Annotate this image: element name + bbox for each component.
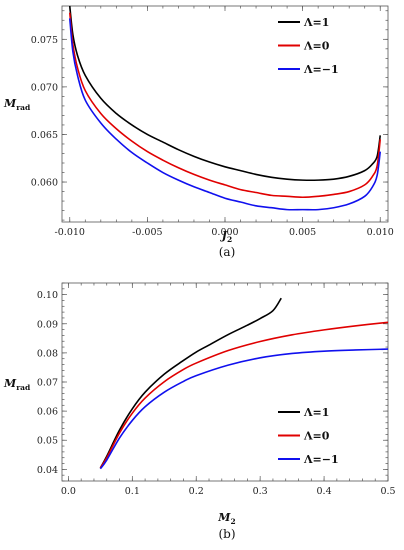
- y-tick-label: 0.05: [37, 436, 58, 447]
- x-tick-label: 0.5: [380, 486, 395, 497]
- panel-caption: (a): [219, 245, 236, 259]
- plot-frame: [61, 5, 389, 223]
- panel-a-chart: -0.010 -0.005 0.000 0.005 0.010 0.060 0.065 0.0…: [3, 5, 394, 259]
- series-line-0: [68, 5, 382, 182]
- x-axis-label-sub: 2: [230, 517, 235, 526]
- legend-label-0: Λ=1: [303, 406, 329, 419]
- legend-label-1: Λ=0: [303, 430, 330, 443]
- y-axis-label-sub: rad: [16, 383, 31, 392]
- panel-caption: (b): [218, 527, 235, 541]
- y-tick-label: 0.09: [37, 319, 58, 330]
- y-tick-label: 0.04: [37, 465, 58, 476]
- x-tick-label: 0.2: [189, 486, 204, 497]
- x-tick-label: 0.005: [289, 227, 316, 238]
- panel-b-chart: 0.0 0.1 0.2 0.3 0.4 0.5 0.04 0.05 0.06 0.07 0.08 0.…: [3, 282, 396, 541]
- x-tick-label: 0.4: [317, 486, 332, 497]
- series-line-2: [68, 18, 382, 211]
- series-line-1: [99, 321, 389, 469]
- x-tick-label: 0.000: [211, 227, 238, 238]
- legend-label-2: Λ=−1: [303, 63, 339, 76]
- y-tick-label: 0.10: [37, 290, 58, 301]
- y-tick-label: 0.08: [37, 348, 58, 359]
- y-tick-label: 0.060: [31, 178, 58, 189]
- x-tick-label: 0.1: [125, 486, 140, 497]
- y-tick-label: 0.075: [31, 35, 58, 46]
- y-tick-label: 0.065: [31, 130, 58, 141]
- legend-label-2: Λ=−1: [303, 453, 339, 466]
- y-axis-label: Mrad: [3, 377, 31, 392]
- legend-label-1: Λ=0: [303, 40, 330, 53]
- x-tick-label: -0.005: [132, 227, 162, 238]
- y-tick-label: 0.07: [37, 378, 58, 389]
- y-tick-label: 0.06: [37, 407, 58, 418]
- y-axis-label: Mrad: [3, 97, 31, 112]
- series-line-0: [99, 297, 282, 469]
- x-tick-label: 0.3: [253, 486, 268, 497]
- x-tick-label: 0.010: [367, 227, 394, 238]
- x-tick-label: 0.0: [61, 486, 76, 497]
- series-line-2: [99, 348, 389, 470]
- y-tick-label: 0.070: [31, 82, 58, 93]
- x-axis-label-sub: 2: [227, 235, 232, 244]
- x-axis-label: M2: [217, 511, 235, 526]
- series-line-1: [68, 12, 382, 199]
- x-tick-label: -0.010: [55, 227, 85, 238]
- legend-label-0: Λ=1: [303, 16, 329, 29]
- y-axis-label-sub: rad: [16, 103, 31, 112]
